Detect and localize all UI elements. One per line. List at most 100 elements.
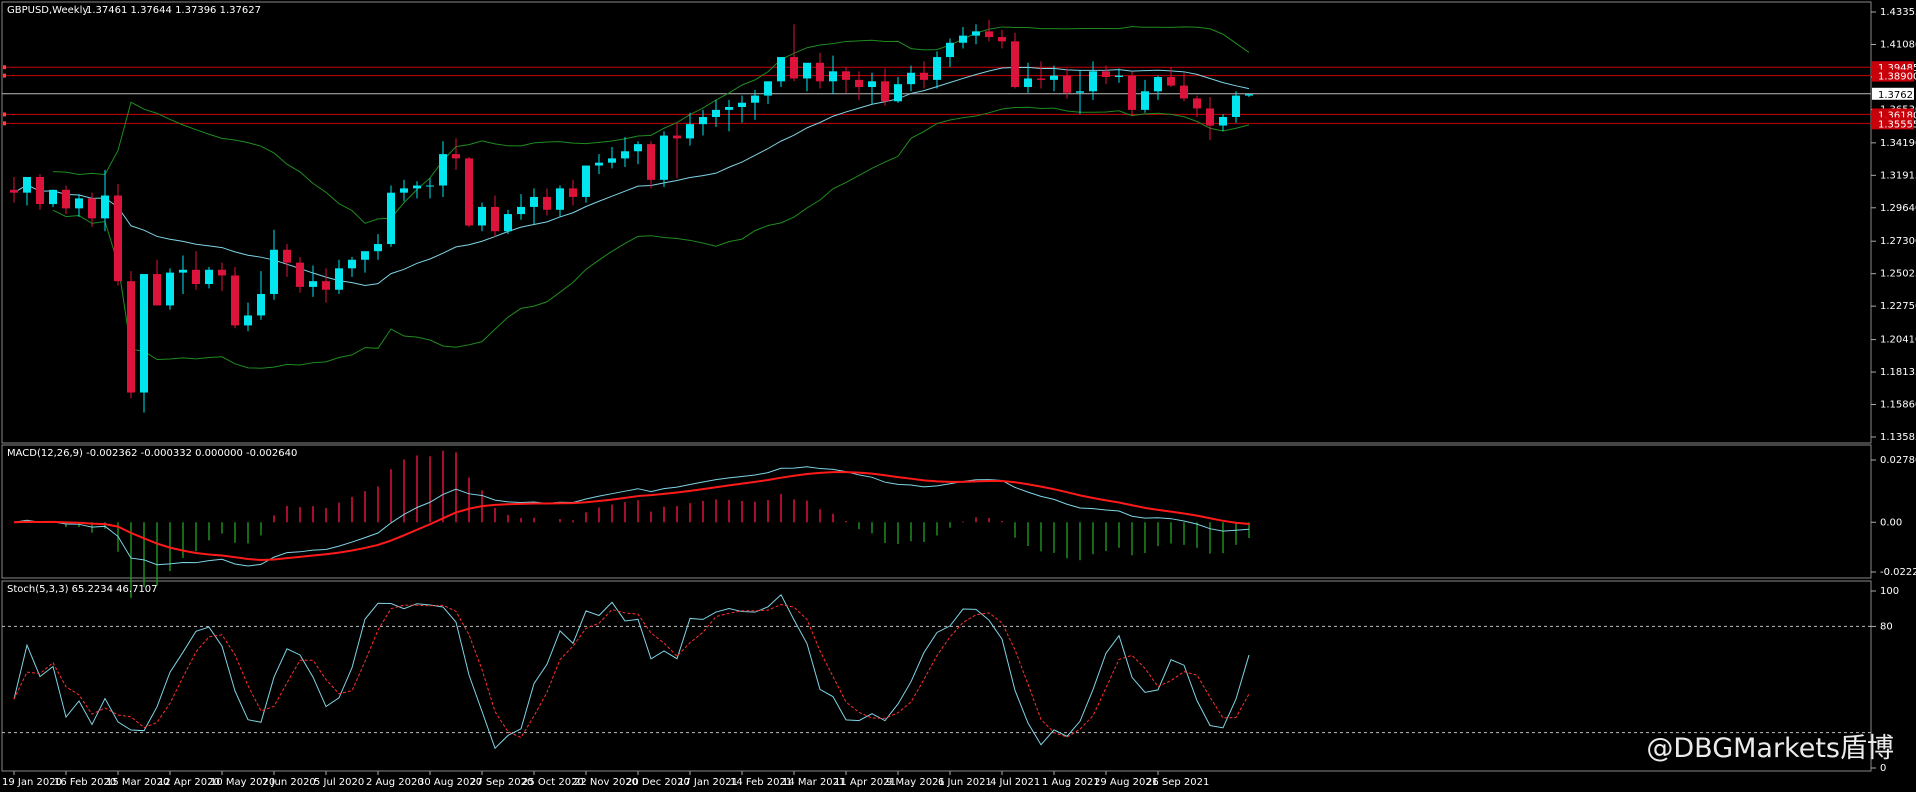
stoch-tick-label: 80 (1880, 621, 1893, 632)
macd-tick-label: -0.022201 (1880, 567, 1916, 578)
time-tick-label: 5 Jul 2020 (314, 777, 364, 788)
candle-body (1141, 91, 1149, 110)
candle-body (699, 117, 707, 125)
candle-body (1245, 94, 1253, 96)
candle-body (634, 144, 642, 152)
time-tick-label: 12 Apr 2020 (158, 777, 220, 788)
time-tick-label: 10 May 2020 (210, 777, 275, 788)
candle-body (517, 206, 525, 215)
candle-body (1193, 98, 1201, 109)
candle-body (725, 107, 733, 110)
time-tick-label: 25 Oct 2020 (522, 777, 584, 788)
time-tick-label: 11 Apr 2021 (834, 777, 896, 788)
bollinger-bands (13, 26, 1250, 369)
time-tick-label: 29 Aug 2021 (1094, 777, 1158, 788)
price-tick-label: 1.13585 (1880, 432, 1916, 443)
stoch-k-line (13, 593, 1250, 750)
candle-body (816, 62, 824, 82)
candle-body (179, 269, 187, 273)
stoch-tick-label: 0 (1880, 763, 1886, 774)
candle-body (478, 206, 486, 226)
time-tick-label: 17 Jan 2021 (678, 777, 738, 788)
candle-body (868, 81, 876, 88)
time-tick-label: 4 Jul 2021 (990, 777, 1040, 788)
candle-body (673, 135, 681, 139)
price-level-tag (1872, 117, 1914, 130)
candle-body (595, 162, 603, 166)
candle-body (218, 269, 226, 276)
stoch-panel-frame (1, 580, 1872, 772)
price-axis: 1.433551.410801.388051.365301.341901.319… (1871, 7, 1916, 443)
candle-body (400, 188, 408, 193)
candle-body (491, 206, 499, 232)
moving-average-line (13, 66, 1250, 286)
candle-body (348, 259, 356, 269)
candle-body (361, 251, 369, 260)
candle-body (764, 81, 772, 96)
candle-body (231, 275, 239, 326)
candle-body (244, 315, 252, 326)
candle-body (465, 158, 473, 226)
macd-signal-line (13, 471, 1250, 562)
candle-body (374, 244, 382, 252)
candle-body (777, 57, 785, 82)
price-tick-label: 1.27300 (1880, 236, 1916, 247)
candle-body (1219, 117, 1227, 126)
price-level-tag-label: 1.39485 (1878, 63, 1916, 74)
price-level-tag (1872, 69, 1914, 82)
watermark: @DBGMarkets盾博 (1646, 733, 1894, 764)
time-tick-label: 16 Feb 2020 (54, 777, 116, 788)
candle-body (621, 151, 629, 159)
price-panel-frame (1, 1, 1872, 444)
candle-body (1232, 95, 1240, 118)
candle-body (582, 165, 590, 197)
time-tick-label: 1 Aug 2021 (1042, 777, 1100, 788)
candle-body (530, 196, 538, 207)
candle-body (842, 71, 850, 80)
candle-body (452, 154, 460, 159)
price-level-marker (3, 112, 6, 117)
candle-body (88, 198, 96, 219)
candle-body (166, 272, 174, 306)
price-tick-label: 1.22750 (1880, 301, 1916, 312)
candle-body (1128, 75, 1136, 110)
macd-panel: 0.027803 0.00 -0.022201 (13, 450, 1916, 598)
candle-body (322, 281, 330, 290)
price-level-tag-label: 1.35555 (1878, 119, 1916, 130)
candle-body (127, 281, 135, 393)
price-level-tag-label: 1.36180 (1878, 110, 1916, 121)
time-tick-label: 30 Aug 2020 (418, 777, 482, 788)
candle-body (608, 158, 616, 163)
candle-body (387, 192, 395, 245)
candle-body (1089, 71, 1097, 92)
price-level-tag-label: 1.37627 (1878, 90, 1916, 101)
time-tick-label: 22 Nov 2020 (574, 777, 638, 788)
candle-body (933, 57, 941, 80)
candle-body (907, 72, 915, 85)
time-tick-label: 14 Mar 2021 (782, 777, 845, 788)
time-tick-label: 26 Sep 2021 (1146, 777, 1209, 788)
macd-tick-label: 0.00 (1880, 517, 1902, 528)
candle-body (1050, 75, 1058, 80)
time-tick-label: 15 Mar 2020 (106, 777, 169, 788)
candle-body (1167, 77, 1175, 86)
candle-body (426, 185, 434, 187)
candle-body (439, 154, 447, 186)
candle-body (335, 268, 343, 290)
macd-tick-label: 0.027803 (1880, 455, 1916, 466)
price-tick-label: 1.18135 (1880, 367, 1916, 378)
candle-body (894, 84, 902, 102)
candle-body (751, 95, 759, 103)
candle-body (75, 198, 83, 209)
bollinger-lower-line (52, 106, 1250, 369)
candle-body (946, 42, 954, 58)
time-tick-label: 9 May 2021 (886, 777, 945, 788)
candle-body (1180, 85, 1188, 99)
time-tick-label: 27 Sep 2020 (470, 777, 533, 788)
candle-body (647, 144, 655, 180)
candle-body (283, 249, 291, 263)
candle-body (309, 281, 317, 287)
stoch-d-line (13, 604, 1250, 739)
price-level-tag-label: 1.38900 (1878, 72, 1916, 83)
